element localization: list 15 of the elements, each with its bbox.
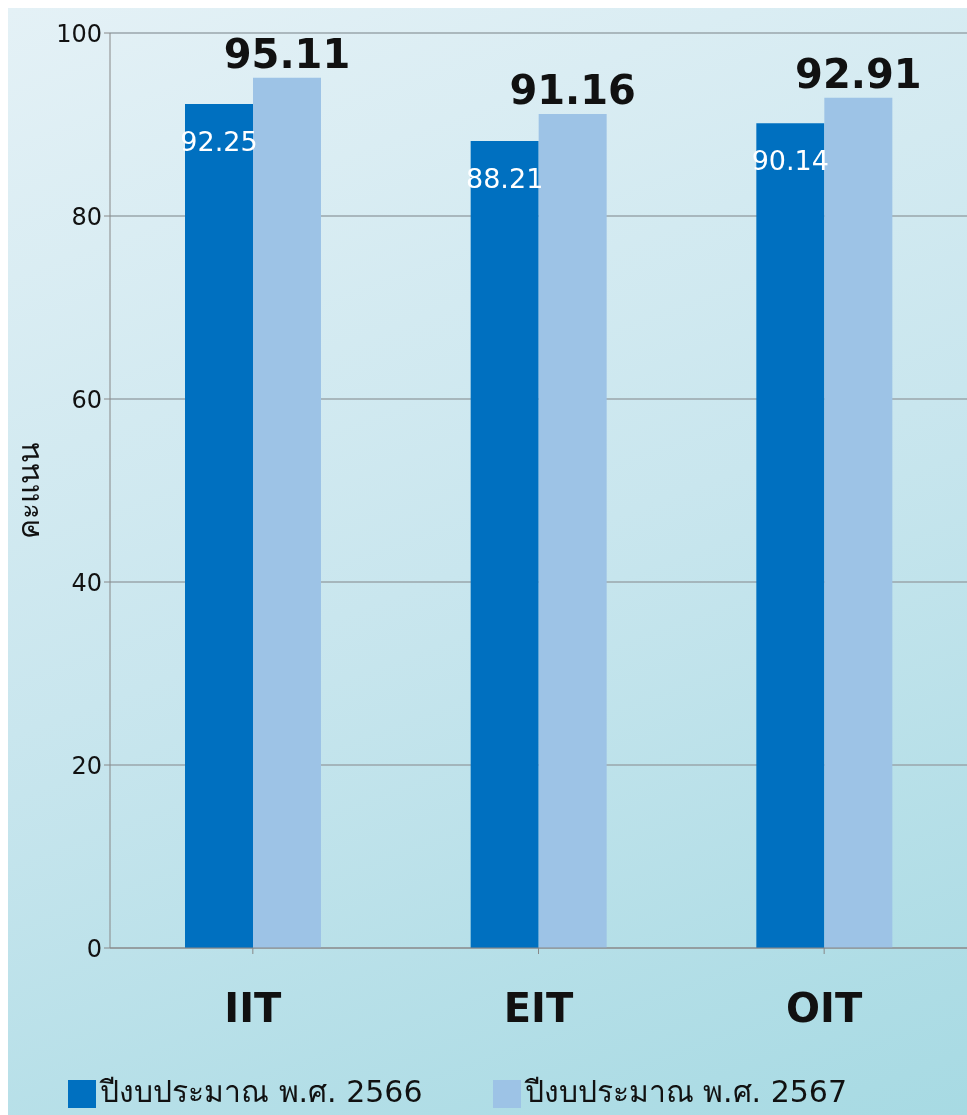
y-tick-label: 80	[71, 202, 102, 231]
y-tick-label: 20	[71, 751, 102, 780]
y-tick-label: 60	[71, 385, 102, 414]
x-tick-label: OIT	[786, 985, 863, 1032]
y-tick-label: 40	[71, 568, 102, 597]
y-tick-label: 100	[56, 19, 102, 48]
data-label: 91.16	[509, 66, 636, 113]
legend-label: ปีงบประมาณ พ.ศ. 2566	[100, 1074, 423, 1109]
x-tick-label: EIT	[503, 985, 574, 1032]
y-axis-title: คะแนน	[10, 442, 46, 539]
legend-label: ปีงบประมาณ พ.ศ. 2567	[524, 1074, 847, 1109]
data-label: 92.91	[795, 50, 922, 97]
x-tick-label: IIT	[224, 985, 283, 1032]
data-label: 95.11	[223, 30, 351, 77]
y-tick-label: 0	[86, 934, 102, 963]
